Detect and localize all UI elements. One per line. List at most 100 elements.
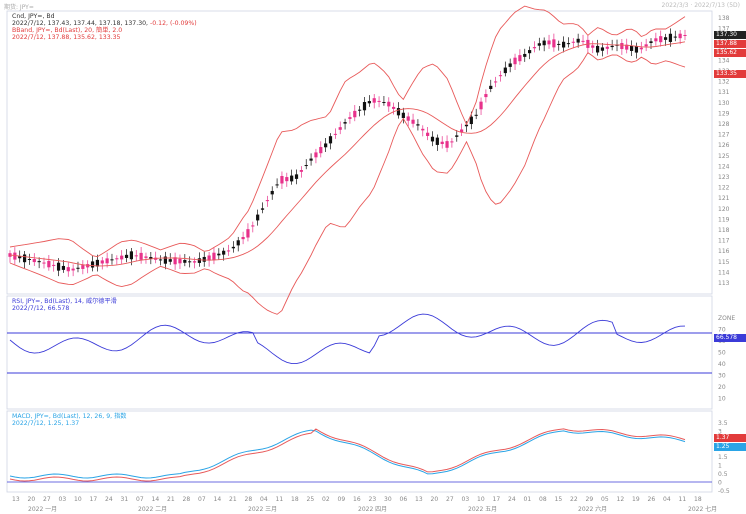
candle-body xyxy=(260,208,265,210)
candle-body xyxy=(683,34,687,36)
candle-body xyxy=(139,252,143,260)
candle-body xyxy=(115,258,119,260)
x-tick-label: 10 xyxy=(477,496,485,503)
rsi-tick-label: 40 xyxy=(718,361,726,368)
candle-body xyxy=(47,260,51,268)
candle-body xyxy=(508,63,512,67)
candle-body xyxy=(396,108,401,116)
candle-body xyxy=(226,250,231,252)
price-tick-label: 127 xyxy=(718,132,730,139)
x-tick-label: 11 xyxy=(679,496,687,503)
x-tick-label: 17 xyxy=(90,496,98,503)
macd-tick-label: 3.5 xyxy=(718,420,728,427)
candle-body xyxy=(610,45,614,48)
candle-body xyxy=(265,200,269,202)
macd-line xyxy=(9,429,686,479)
candle-body xyxy=(455,135,459,137)
candle-body xyxy=(469,116,473,125)
x-tick-label: 14 xyxy=(152,496,160,503)
candle-body xyxy=(52,264,56,266)
candle-body xyxy=(348,117,352,119)
candle-body xyxy=(372,98,376,103)
rsi-legend-line1: RSI, JPY=, Bd(Last), 14, 威尔德平滑 xyxy=(12,298,117,305)
candle-body xyxy=(411,119,415,124)
macd-signal-tag: 1.37 xyxy=(714,434,746,442)
macd-panel-border xyxy=(6,410,713,493)
x-tick-label: 29 xyxy=(586,496,594,503)
x-tick-label: 19 xyxy=(632,496,640,503)
macd-tick-label: 0.5 xyxy=(718,471,728,478)
x-tick-label: 22 xyxy=(570,496,578,503)
candle-body xyxy=(71,268,75,271)
x-tick-label: 06 xyxy=(400,496,408,503)
candle-body xyxy=(275,184,279,186)
price-tick-label: 116 xyxy=(718,248,730,255)
price-tick-label: 125 xyxy=(718,153,730,160)
candle-body xyxy=(358,109,362,111)
candle-body xyxy=(188,261,192,263)
candle-body xyxy=(557,43,561,45)
candle-body xyxy=(537,43,541,46)
price-legend-line1: Cnd, JPY=, Bd xyxy=(12,13,55,20)
candle-body xyxy=(290,175,294,182)
price-ohlc: 2022/7/12, 137.43, 137.44, 137.18, 137.3… xyxy=(12,20,149,27)
rsi-tick-label: 30 xyxy=(718,373,726,380)
candle-body xyxy=(654,38,658,42)
rsi-tick-label: ZONE xyxy=(718,315,735,322)
candle-body xyxy=(663,37,668,40)
x-tick-label: 30 xyxy=(384,496,392,503)
candle-body xyxy=(246,229,250,238)
candle-body xyxy=(494,81,498,83)
candle-body xyxy=(90,261,95,268)
candle-body xyxy=(285,177,289,182)
candle-body xyxy=(202,256,206,262)
candle-body xyxy=(309,158,313,161)
candle-body xyxy=(464,124,469,127)
candle-body xyxy=(528,50,532,54)
candle-body xyxy=(445,141,449,148)
candle-body xyxy=(314,152,318,158)
candle-body xyxy=(217,253,221,256)
bband-middle xyxy=(9,41,686,267)
x-tick-label: 21 xyxy=(167,496,175,503)
candle-body xyxy=(207,255,211,261)
candle-body xyxy=(450,141,454,143)
x-month-label: 2022 七月 xyxy=(688,505,717,513)
x-month-label: 2022 三月 xyxy=(248,506,277,513)
rsi-legend-line2: 2022/7/12, 66.578 xyxy=(12,305,70,312)
x-tick-label: 13 xyxy=(415,496,423,503)
candle-body xyxy=(430,136,435,142)
x-tick-label: 15 xyxy=(555,496,563,503)
bband-lower xyxy=(9,52,686,315)
candle-body xyxy=(435,137,439,145)
x-month-label: 2022 六月 xyxy=(578,505,607,513)
bband-legend-line2: 2022/7/12, 137.88, 135.62, 133.35 xyxy=(12,34,121,41)
price-tick-label: 114 xyxy=(718,269,730,276)
candle-body xyxy=(124,254,129,258)
price-tick-label: 136 xyxy=(718,36,730,43)
x-tick-label: 02 xyxy=(322,496,330,503)
candle-body xyxy=(581,40,585,42)
candle-body xyxy=(76,267,80,269)
candle-body xyxy=(591,45,595,48)
candle-body xyxy=(678,33,682,39)
price-tick-label: 121 xyxy=(718,195,730,202)
x-tick-label: 20 xyxy=(431,496,439,503)
x-month-label: 2022 五月 xyxy=(468,506,497,513)
candle-body xyxy=(561,41,566,48)
candle-body xyxy=(13,252,17,260)
macd-tick-label: 1.5 xyxy=(718,454,728,461)
candle-body xyxy=(377,100,381,102)
candle-body xyxy=(489,85,493,89)
candle-body xyxy=(625,44,629,50)
candle-body xyxy=(95,259,100,267)
candle-body xyxy=(333,133,337,135)
x-tick-label: 07 xyxy=(136,496,144,503)
x-axis: 13 20 27 03 10 17 24 31 07 14 21 28 07 14 21 28 04 11 18 25… xyxy=(12,496,717,513)
candle-body xyxy=(576,38,580,43)
candle-body xyxy=(343,122,347,124)
candle-body xyxy=(236,240,240,246)
x-tick-label: 27 xyxy=(446,496,454,503)
